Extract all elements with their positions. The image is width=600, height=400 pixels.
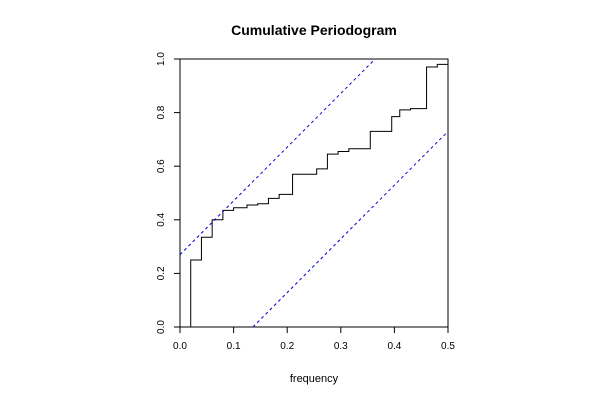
x-tick-label: 0.0 bbox=[173, 341, 187, 352]
confidence-bound-line bbox=[179, 58, 376, 255]
y-axis: 0.0 0.2 0.4 0.6 0.8 1.0 bbox=[156, 52, 180, 334]
x-tick-label: 0.2 bbox=[280, 341, 294, 352]
y-tick-label: 0.8 bbox=[156, 105, 167, 119]
y-tick-label: 0.6 bbox=[156, 159, 167, 173]
chart-title: Cumulative Periodogram bbox=[231, 22, 397, 38]
x-axis: 0.0 0.1 0.2 0.3 0.4 0.5 bbox=[173, 327, 455, 352]
plot-frame bbox=[179, 58, 449, 328]
y-tick-label: 0.4 bbox=[156, 212, 167, 226]
y-tick-label: 0.0 bbox=[156, 320, 167, 334]
x-tick-label: 0.4 bbox=[387, 341, 401, 352]
confidence-bound-line bbox=[252, 131, 449, 328]
y-tick-label: 0.2 bbox=[156, 266, 167, 280]
x-tick-label: 0.5 bbox=[441, 341, 455, 352]
x-tick-label: 0.3 bbox=[334, 341, 348, 352]
series-layer bbox=[179, 58, 449, 328]
y-tick-label: 1.0 bbox=[156, 52, 167, 66]
x-tick-label: 0.1 bbox=[227, 341, 241, 352]
x-axis-label: frequency bbox=[290, 373, 339, 385]
cumulative-periodogram-step-line bbox=[190, 63, 448, 327]
